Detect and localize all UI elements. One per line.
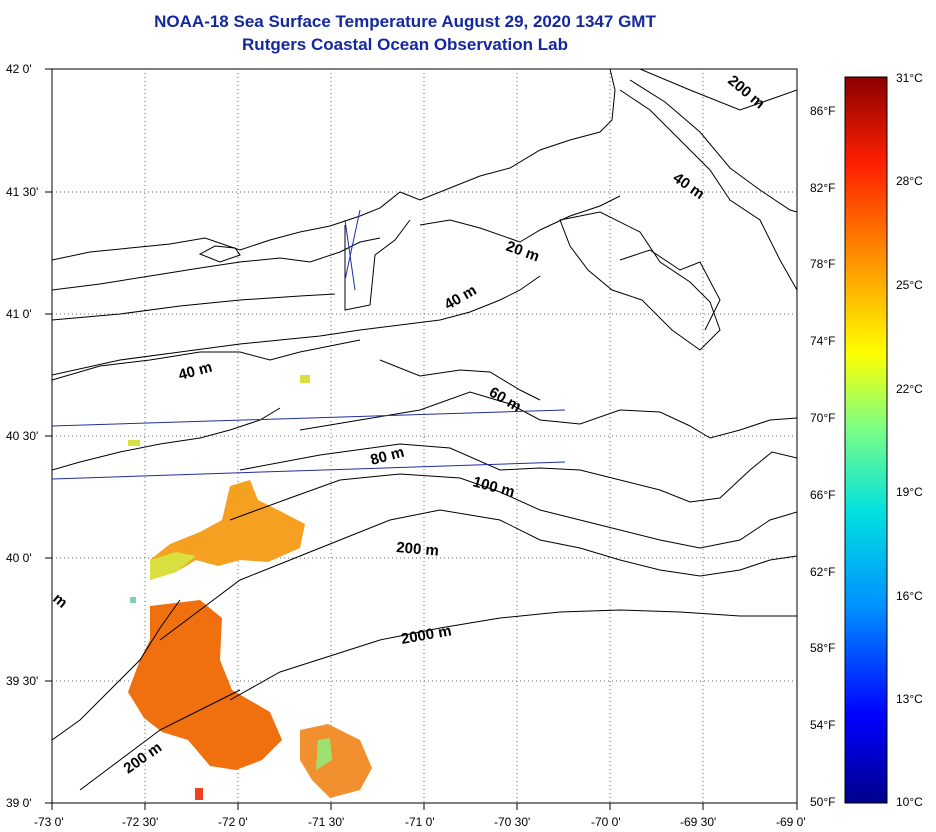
fahrenheit-label: 62°F — [810, 565, 835, 579]
lon-label: -70 0' — [591, 815, 621, 829]
lon-label: -72 30' — [122, 815, 158, 829]
longitude-labels: -73 0' -72 30' -72 0' -71 30' -71 0' -70… — [34, 815, 806, 829]
colorbar-celsius-labels: 31°C 28°C 25°C 22°C 19°C 16°C 13°C 10°C — [896, 71, 923, 809]
lon-label: -71 30' — [308, 815, 344, 829]
lat-label: 41 30' — [6, 185, 38, 199]
fahrenheit-label: 74°F — [810, 334, 835, 348]
map-title: NOAA-18 Sea Surface Temperature August 2… — [154, 12, 656, 31]
lon-label: -69 0' — [776, 815, 806, 829]
latitude-labels: 42 0' 41 30' 41 0' 40 30' 40 0' 39 30' 3… — [6, 62, 38, 810]
lat-label: 39 0' — [6, 796, 32, 810]
lon-label: -72 0' — [218, 815, 248, 829]
axis-ticks — [45, 68, 798, 810]
coastline — [52, 69, 721, 471]
fahrenheit-label: 54°F — [810, 718, 835, 732]
sst-data-patch — [128, 375, 372, 800]
celsius-label: 10°C — [896, 795, 923, 809]
fahrenheit-label: 58°F — [810, 641, 835, 655]
lat-label: 40 0' — [6, 551, 32, 565]
contour-label: 200 m — [396, 539, 440, 560]
lon-label: -73 0' — [34, 815, 64, 829]
celsius-label: 16°C — [896, 589, 923, 603]
bathymetry-contours — [52, 69, 797, 791]
fahrenheit-label: 50°F — [810, 795, 835, 809]
celsius-label: 25°C — [896, 278, 923, 292]
fahrenheit-label: 86°F — [810, 104, 835, 118]
celsius-label: 28°C — [896, 174, 923, 188]
fahrenheit-label: 78°F — [810, 257, 835, 271]
lon-label: -70 30' — [494, 815, 530, 829]
celsius-label: 31°C — [896, 71, 923, 85]
lat-label: 42 0' — [6, 62, 32, 76]
track-lines — [52, 209, 566, 480]
lat-label: 41 0' — [6, 307, 32, 321]
fahrenheit-label: 82°F — [810, 181, 835, 195]
fahrenheit-label: 66°F — [810, 488, 835, 502]
celsius-label: 19°C — [896, 485, 923, 499]
colorbar-fahrenheit-labels: 86°F 82°F 78°F 74°F 70°F 66°F 62°F 58°F … — [810, 104, 835, 809]
celsius-label: 13°C — [896, 692, 923, 706]
map-subtitle: Rutgers Coastal Ocean Observation Lab — [242, 35, 568, 54]
fahrenheit-label: 70°F — [810, 411, 835, 425]
lat-label: 39 30' — [6, 674, 38, 688]
lon-label: -71 0' — [405, 815, 435, 829]
lon-label: -69 30' — [680, 815, 716, 829]
lat-label: 40 30' — [6, 429, 38, 443]
celsius-label: 22°C — [896, 382, 923, 396]
colorbar — [844, 76, 888, 804]
